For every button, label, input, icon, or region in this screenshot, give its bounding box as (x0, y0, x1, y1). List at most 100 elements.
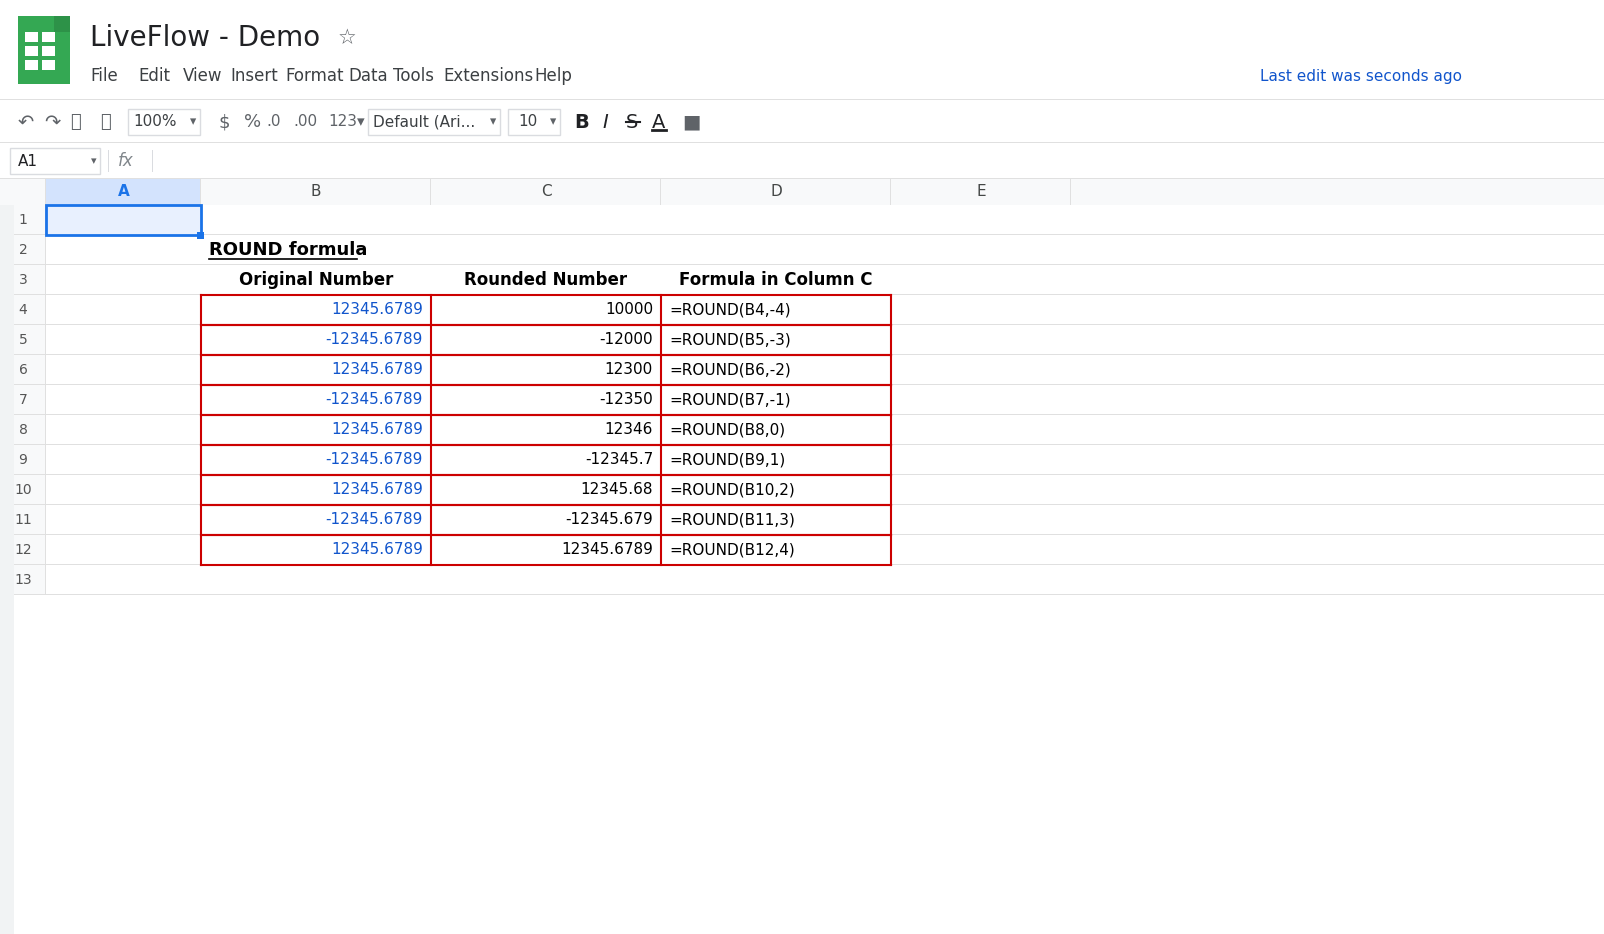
FancyBboxPatch shape (890, 505, 1071, 535)
FancyBboxPatch shape (55, 16, 71, 32)
Text: A1: A1 (18, 153, 38, 168)
FancyBboxPatch shape (0, 355, 47, 385)
FancyBboxPatch shape (890, 475, 1071, 505)
Text: 10: 10 (518, 115, 537, 130)
Text: -12350: -12350 (600, 392, 653, 407)
FancyBboxPatch shape (890, 414, 1071, 415)
FancyBboxPatch shape (661, 414, 890, 415)
FancyBboxPatch shape (200, 594, 431, 595)
FancyBboxPatch shape (200, 235, 431, 265)
FancyBboxPatch shape (890, 445, 1071, 475)
Text: 9: 9 (19, 453, 27, 467)
FancyBboxPatch shape (0, 594, 1604, 595)
FancyBboxPatch shape (0, 504, 1604, 505)
FancyBboxPatch shape (431, 565, 661, 595)
FancyBboxPatch shape (200, 474, 431, 475)
Text: .0: .0 (266, 115, 281, 130)
Text: Last edit was seconds ago: Last edit was seconds ago (1261, 68, 1461, 83)
FancyBboxPatch shape (890, 594, 1071, 595)
FancyBboxPatch shape (661, 264, 890, 265)
FancyBboxPatch shape (0, 415, 47, 445)
FancyBboxPatch shape (508, 109, 560, 135)
FancyBboxPatch shape (661, 355, 890, 385)
FancyBboxPatch shape (661, 534, 890, 535)
FancyBboxPatch shape (47, 355, 200, 385)
FancyBboxPatch shape (661, 325, 890, 355)
Text: fx: fx (119, 152, 133, 170)
FancyBboxPatch shape (0, 102, 1604, 142)
FancyBboxPatch shape (890, 294, 1071, 295)
Text: D: D (770, 185, 781, 200)
FancyBboxPatch shape (0, 384, 1604, 385)
FancyBboxPatch shape (200, 384, 431, 385)
FancyBboxPatch shape (0, 264, 1604, 265)
Text: B: B (311, 185, 321, 200)
FancyBboxPatch shape (890, 265, 1071, 295)
Text: 6: 6 (19, 363, 27, 377)
FancyBboxPatch shape (128, 109, 200, 135)
Text: Original Number: Original Number (239, 271, 393, 289)
FancyBboxPatch shape (431, 234, 661, 235)
Text: 12345.6789: 12345.6789 (330, 422, 423, 437)
FancyBboxPatch shape (367, 109, 500, 135)
FancyBboxPatch shape (200, 355, 431, 385)
FancyBboxPatch shape (431, 474, 661, 475)
FancyBboxPatch shape (661, 504, 890, 505)
FancyBboxPatch shape (47, 534, 200, 535)
FancyBboxPatch shape (431, 475, 661, 505)
Text: Rounded Number: Rounded Number (465, 271, 627, 289)
Text: ▾: ▾ (550, 116, 557, 129)
Text: E: E (977, 185, 986, 200)
Text: S: S (626, 112, 638, 132)
Text: 12345.6789: 12345.6789 (330, 362, 423, 377)
FancyBboxPatch shape (0, 295, 47, 325)
FancyBboxPatch shape (890, 474, 1071, 475)
FancyBboxPatch shape (200, 295, 431, 325)
FancyBboxPatch shape (890, 504, 1071, 505)
Text: 11: 11 (14, 513, 32, 527)
FancyBboxPatch shape (200, 534, 431, 535)
FancyBboxPatch shape (47, 474, 200, 475)
FancyBboxPatch shape (47, 354, 200, 355)
FancyBboxPatch shape (431, 325, 661, 355)
Text: Default (Ari...: Default (Ari... (374, 115, 475, 130)
FancyBboxPatch shape (890, 234, 1071, 235)
FancyBboxPatch shape (431, 415, 661, 445)
Text: C: C (541, 185, 552, 200)
FancyBboxPatch shape (890, 355, 1071, 385)
FancyBboxPatch shape (200, 354, 431, 355)
FancyBboxPatch shape (200, 475, 431, 505)
FancyBboxPatch shape (661, 235, 890, 265)
Text: 2: 2 (19, 243, 27, 257)
FancyBboxPatch shape (431, 594, 661, 595)
FancyBboxPatch shape (890, 354, 1071, 355)
FancyBboxPatch shape (26, 46, 38, 56)
FancyBboxPatch shape (10, 148, 99, 174)
FancyBboxPatch shape (47, 504, 200, 505)
FancyBboxPatch shape (890, 385, 1071, 415)
FancyBboxPatch shape (661, 384, 890, 385)
Text: -12345.7: -12345.7 (585, 452, 653, 468)
Text: 12345.6789: 12345.6789 (561, 543, 653, 558)
FancyBboxPatch shape (0, 325, 47, 355)
FancyBboxPatch shape (200, 565, 431, 595)
FancyBboxPatch shape (0, 205, 47, 235)
Text: 4: 4 (19, 303, 27, 317)
FancyBboxPatch shape (0, 99, 1604, 100)
FancyBboxPatch shape (890, 534, 1071, 535)
FancyBboxPatch shape (200, 325, 431, 355)
FancyBboxPatch shape (661, 354, 890, 355)
FancyBboxPatch shape (47, 179, 200, 205)
FancyBboxPatch shape (47, 324, 200, 325)
FancyBboxPatch shape (431, 295, 661, 325)
FancyBboxPatch shape (0, 178, 1604, 179)
Text: 123▾: 123▾ (327, 115, 364, 130)
FancyBboxPatch shape (47, 264, 200, 265)
FancyBboxPatch shape (26, 32, 38, 42)
Text: 13: 13 (14, 573, 32, 587)
FancyBboxPatch shape (42, 32, 55, 42)
FancyBboxPatch shape (200, 265, 431, 295)
Text: =ROUND(B6,-2): =ROUND(B6,-2) (669, 362, 791, 377)
FancyBboxPatch shape (431, 264, 661, 265)
FancyBboxPatch shape (431, 265, 661, 295)
